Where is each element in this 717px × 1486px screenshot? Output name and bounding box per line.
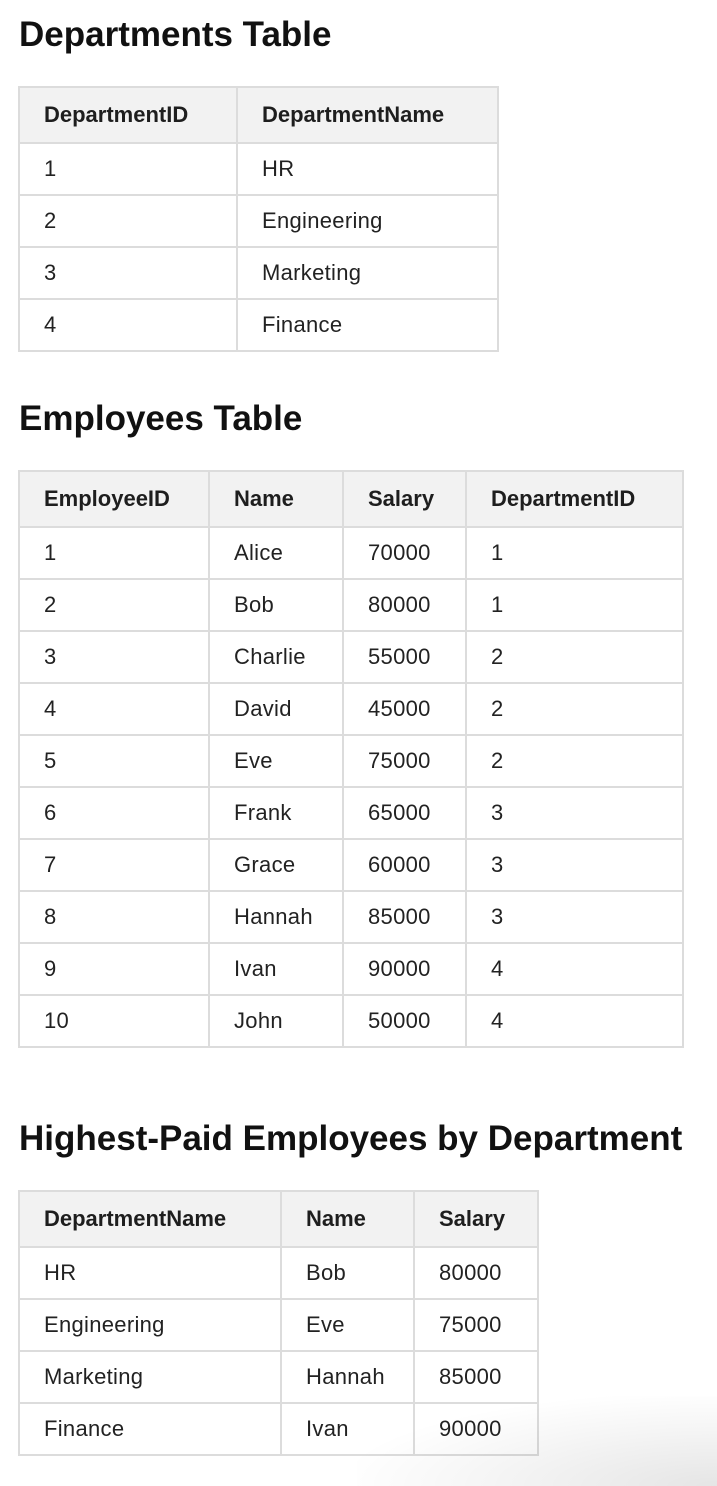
employees-table-title: Employees Table [19,399,303,438]
table-cell: John [208,994,344,1048]
table-row: 3 Marketing [18,246,499,300]
table-cell: Engineering [236,194,499,248]
table-cell: 4 [465,994,684,1048]
table-row: 2 Bob 80000 1 [18,578,684,632]
table-cell: 60000 [342,838,467,892]
table-cell: 1 [465,578,684,632]
table-cell: Finance [236,298,499,352]
table-cell: 4 [465,942,684,996]
table-cell: 1 [18,142,238,196]
departments-table-title: Departments Table [19,15,332,54]
table-cell: David [208,682,344,736]
table-cell: Charlie [208,630,344,684]
table-cell: 2 [465,630,684,684]
column-header: Salary [413,1190,539,1248]
table-cell: 3 [465,786,684,840]
table-cell: 2 [465,734,684,788]
column-header: DepartmentName [236,86,499,144]
table-cell: Marketing [18,1350,282,1404]
table-header-row: DepartmentID DepartmentName [18,86,499,144]
table-cell: 45000 [342,682,467,736]
table-cell: 2 [18,578,210,632]
table-row: 2 Engineering [18,194,499,248]
column-header: DepartmentName [18,1190,282,1248]
table-cell: 80000 [342,578,467,632]
table-cell: 90000 [342,942,467,996]
table-row: 5 Eve 75000 2 [18,734,684,788]
table-row: 10 John 50000 4 [18,994,684,1048]
table-cell: 8 [18,890,210,944]
column-header: EmployeeID [18,470,210,528]
table-cell: HR [18,1246,282,1300]
table-cell: Frank [208,786,344,840]
table-cell: Finance [18,1402,282,1456]
table-cell: 7 [18,838,210,892]
table-cell: Ivan [208,942,344,996]
table-cell: 50000 [342,994,467,1048]
table-cell: 75000 [342,734,467,788]
column-header: DepartmentID [18,86,238,144]
table-cell: 85000 [413,1350,539,1404]
table-row: 1 Alice 70000 1 [18,526,684,580]
table-cell: Eve [280,1298,415,1352]
table-cell: 4 [18,682,210,736]
table-cell: 2 [18,194,238,248]
table-cell: 5 [18,734,210,788]
highest-paid-table: DepartmentName Name Salary HR Bob 80000 Engin… [18,1190,539,1456]
table-row: Marketing Hannah 85000 [18,1350,539,1404]
table-row: Engineering Eve 75000 [18,1298,539,1352]
table-cell: 1 [465,526,684,580]
table-cell: Grace [208,838,344,892]
table-cell: 4 [18,298,238,352]
table-row: 4 David 45000 2 [18,682,684,736]
table-row: 7 Grace 60000 3 [18,838,684,892]
table-header-row: DepartmentName Name Salary [18,1190,539,1248]
table-row: 4 Finance [18,298,499,352]
table-cell: 70000 [342,526,467,580]
table-cell: Bob [280,1246,415,1300]
table-cell: 55000 [342,630,467,684]
table-cell: Marketing [236,246,499,300]
table-cell: 3 [465,890,684,944]
table-cell: HR [236,142,499,196]
table-cell: 90000 [413,1402,539,1456]
table-row: HR Bob 80000 [18,1246,539,1300]
table-row: 8 Hannah 85000 3 [18,890,684,944]
column-header: Name [280,1190,415,1248]
departments-table: DepartmentID DepartmentName 1 HR 2 Engineeri… [18,86,499,352]
table-row: 3 Charlie 55000 2 [18,630,684,684]
table-cell: 3 [18,246,238,300]
column-header: DepartmentID [465,470,684,528]
table-cell: Bob [208,578,344,632]
table-cell: Eve [208,734,344,788]
table-cell: 75000 [413,1298,539,1352]
table-header-row: EmployeeID Name Salary DepartmentID [18,470,684,528]
table-cell: Ivan [280,1402,415,1456]
highest-paid-table-title: Highest-Paid Employees by Department [19,1119,683,1158]
table-cell: 85000 [342,890,467,944]
column-header: Salary [342,470,467,528]
table-cell: Engineering [18,1298,282,1352]
employees-table: EmployeeID Name Salary DepartmentID 1 Alice 7… [18,470,684,1048]
table-row: Finance Ivan 90000 [18,1402,539,1456]
table-cell: Hannah [280,1350,415,1404]
table-row: 9 Ivan 90000 4 [18,942,684,996]
table-row: 6 Frank 65000 3 [18,786,684,840]
table-cell: 80000 [413,1246,539,1300]
table-cell: 9 [18,942,210,996]
table-cell: 65000 [342,786,467,840]
table-cell: 6 [18,786,210,840]
column-header: Name [208,470,344,528]
table-cell: Hannah [208,890,344,944]
table-cell: 2 [465,682,684,736]
table-cell: 1 [18,526,210,580]
table-cell: Alice [208,526,344,580]
table-cell: 3 [18,630,210,684]
table-cell: 10 [18,994,210,1048]
table-cell: 3 [465,838,684,892]
table-row: 1 HR [18,142,499,196]
